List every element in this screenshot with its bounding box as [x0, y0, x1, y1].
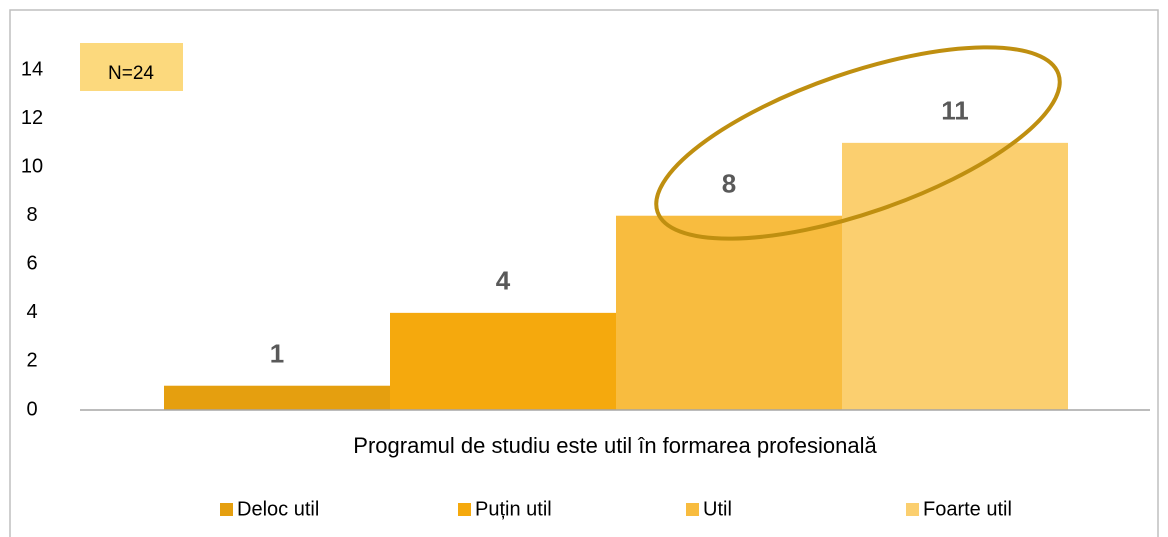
legend-label: Puțin util — [475, 498, 552, 520]
annotation-box — [80, 43, 183, 91]
highlight-ellipse — [654, 45, 1062, 241]
data-label: 11 — [941, 96, 969, 126]
bar — [842, 142, 1068, 410]
y-tick-label: 14 — [21, 58, 43, 80]
legend-swatch — [220, 503, 233, 516]
data-label: 1 — [270, 339, 284, 369]
y-tick-label: 6 — [26, 253, 37, 275]
legend-label: Deloc util — [237, 498, 319, 520]
annotation: N=24 — [108, 63, 154, 84]
data-label: 8 — [722, 169, 736, 199]
x-tick-label: Programul de studiu este util în formare… — [353, 433, 877, 458]
y-tick-label: 4 — [26, 301, 37, 323]
legend-label: Util — [703, 498, 732, 520]
data-label: 4 — [496, 266, 511, 296]
y-tick-label: 0 — [26, 398, 37, 420]
legend-swatch — [458, 503, 471, 516]
bar — [616, 215, 842, 410]
legend-label: Foarte util — [923, 498, 1012, 520]
y-tick-label: 12 — [21, 107, 43, 129]
legend-swatch — [906, 503, 919, 516]
y-tick-label: 2 — [26, 350, 37, 372]
bar — [164, 385, 390, 410]
y-tick-label: 10 — [21, 155, 43, 177]
legend-swatch — [686, 503, 699, 516]
bar — [390, 312, 616, 410]
y-tick-label: 8 — [26, 204, 37, 226]
